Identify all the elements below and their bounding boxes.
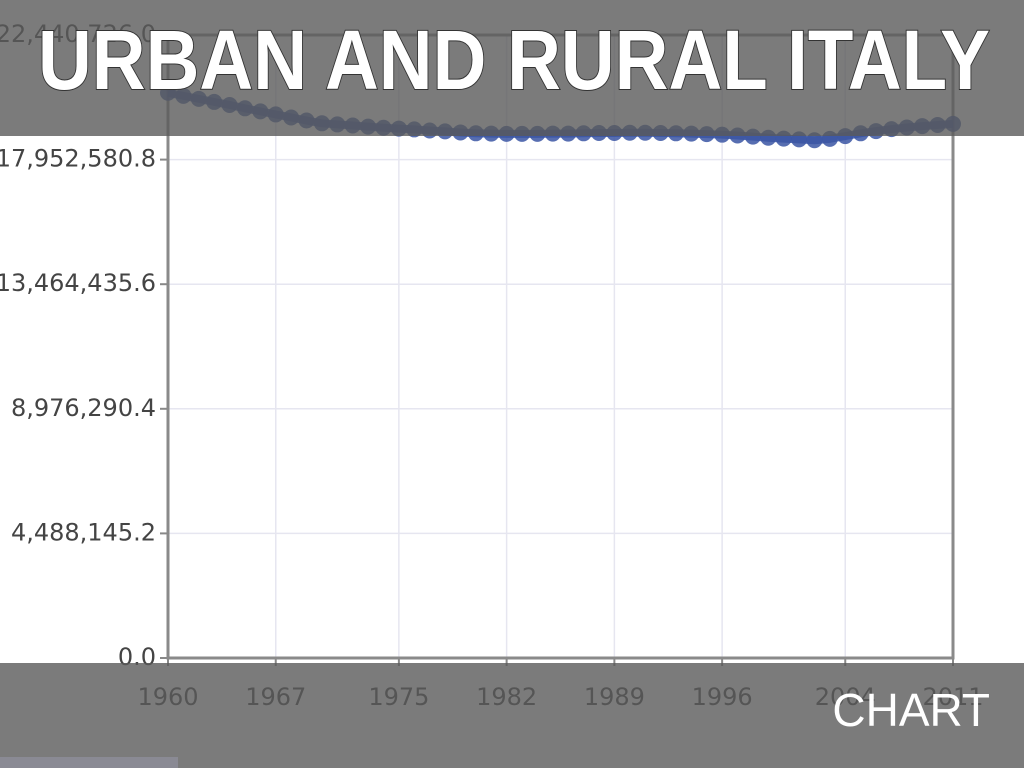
y-tick-label: 17,952,580.8 <box>0 145 156 173</box>
slide-title: URBAN AND RURAL ITALY <box>38 13 990 107</box>
y-tick-label: 13,464,435.6 <box>0 269 156 297</box>
footer-banner <box>0 663 1024 768</box>
data-point <box>806 132 823 149</box>
title-banner <box>0 0 1024 136</box>
footer-bar <box>0 757 178 768</box>
slide-label: CHART <box>832 684 990 736</box>
y-tick-label: 8,976,290.4 <box>11 394 156 422</box>
y-tick-label: 4,488,145.2 <box>11 518 156 546</box>
